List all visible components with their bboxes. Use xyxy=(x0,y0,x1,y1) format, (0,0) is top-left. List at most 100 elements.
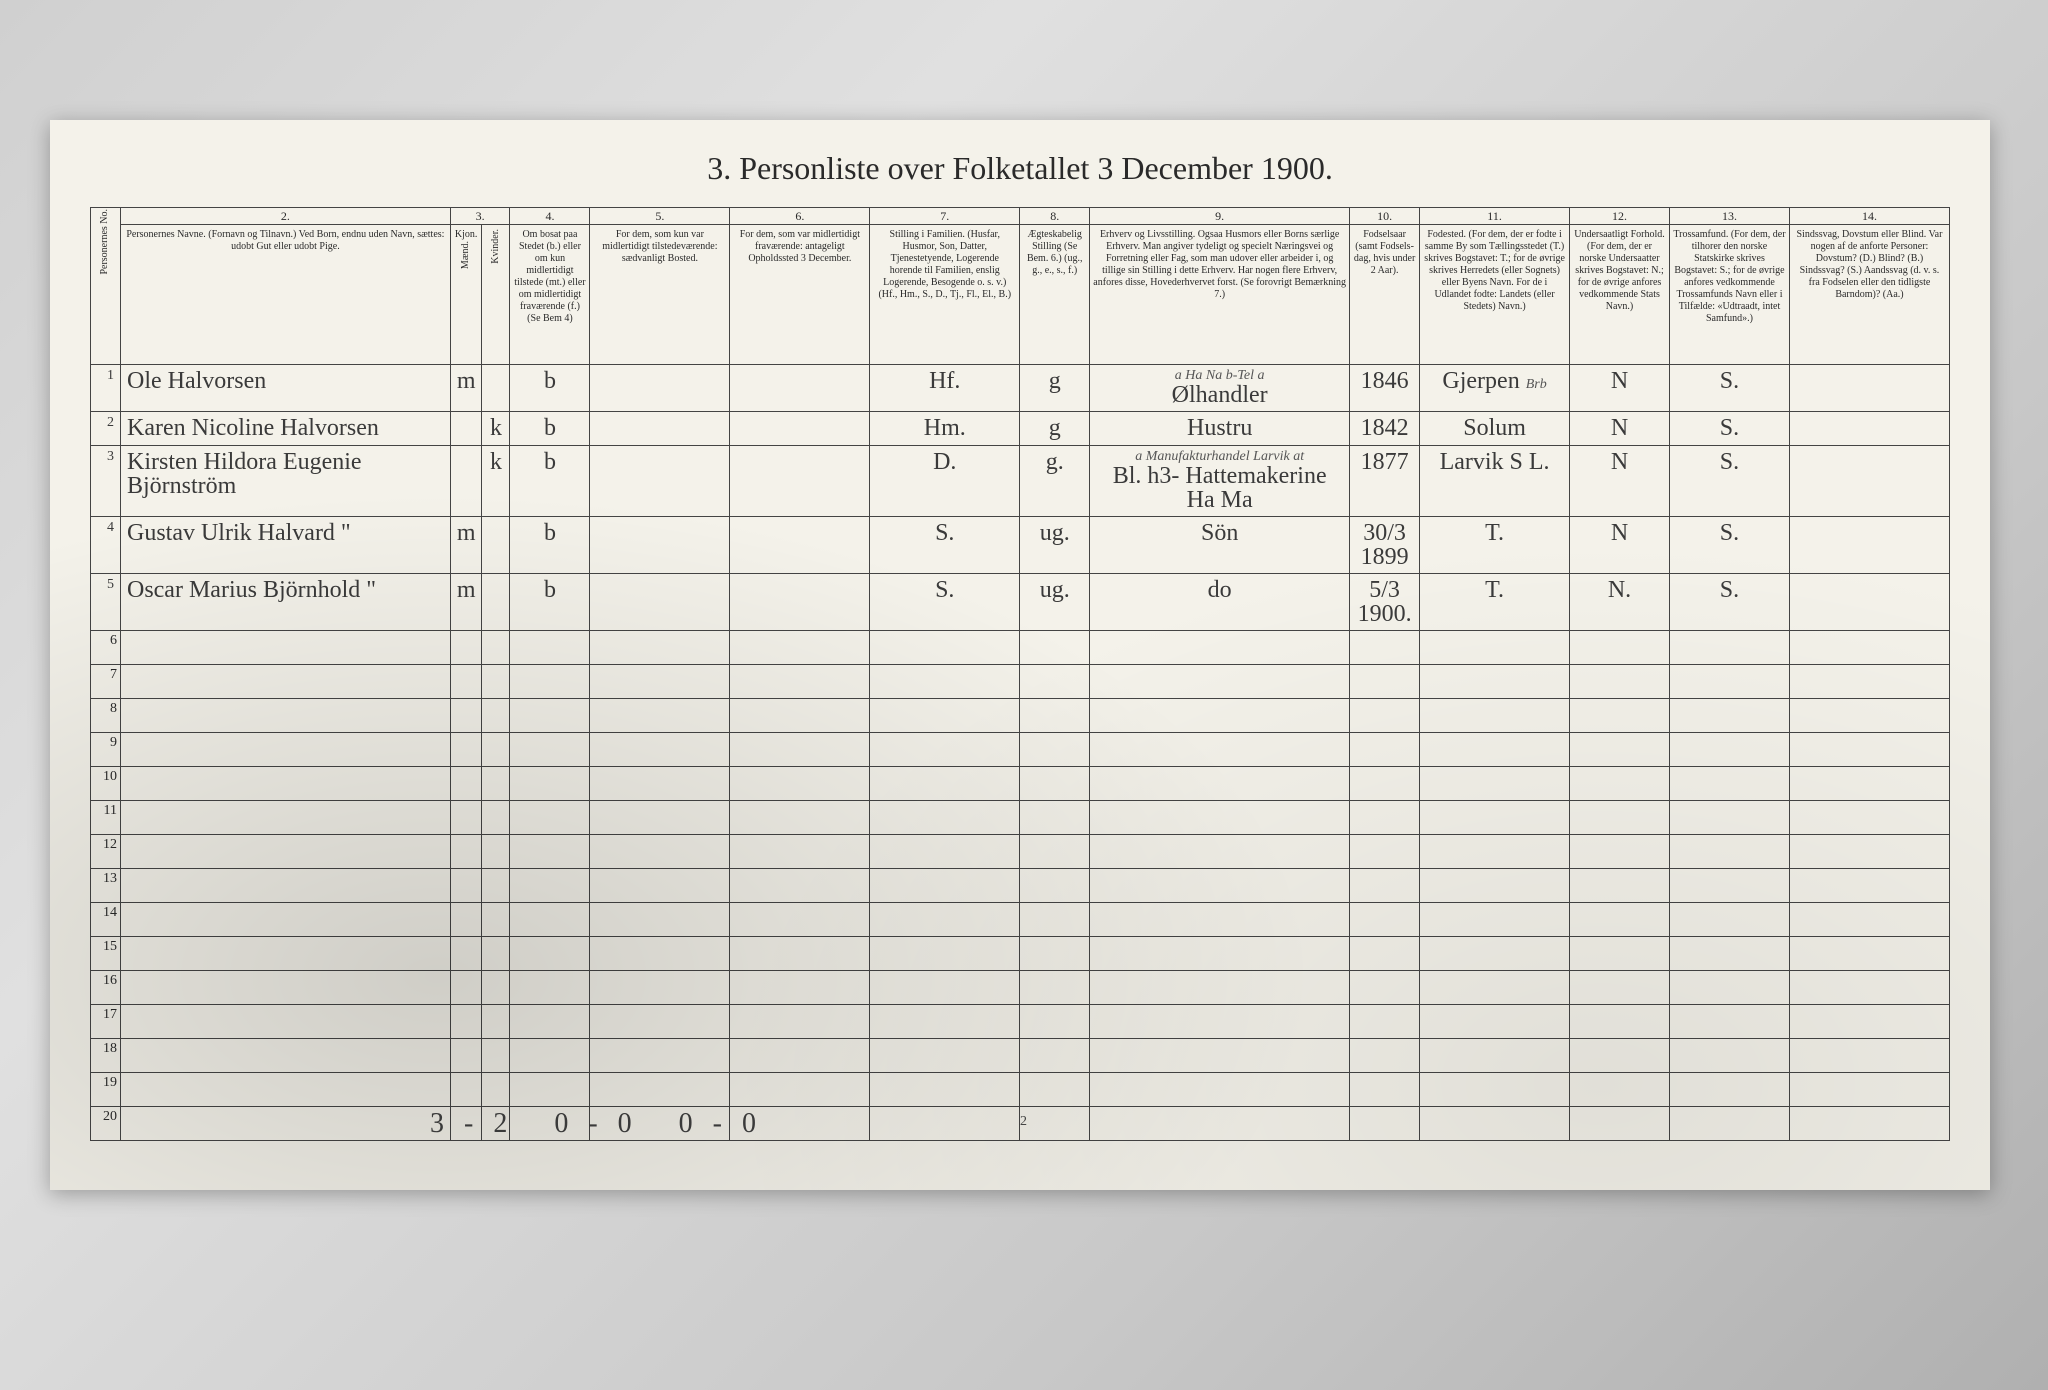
cell-disability xyxy=(1789,517,1949,574)
col-num-10: 10. xyxy=(1350,208,1420,225)
cell-marital: ug. xyxy=(1020,517,1090,574)
cell-row-num: 13 xyxy=(91,869,121,903)
header-name: Personernes Navne. (Fornavn og Tilnavn.)… xyxy=(120,225,450,365)
cell-marital: g. xyxy=(1020,446,1090,517)
cell-name: Oscar Marius Björnhold " xyxy=(120,574,450,631)
table-row-empty: 9 xyxy=(91,733,1950,767)
cell-temp-present xyxy=(590,412,730,446)
cell-row-num: 14 xyxy=(91,903,121,937)
census-table: Personernes No. 2. 3. 4. 5. 6. 7. 8. 9. … xyxy=(90,207,1950,1141)
cell-row-num: 17 xyxy=(91,1005,121,1039)
cell-marital: g xyxy=(1020,412,1090,446)
table-row-empty: 19 xyxy=(91,1073,1950,1107)
cell-birthyear: 30/3 1899 xyxy=(1350,517,1420,574)
cell-religion: S. xyxy=(1670,412,1790,446)
cell-position: S. xyxy=(870,574,1020,631)
cell-religion: S. xyxy=(1670,517,1790,574)
cell-row-num: 12 xyxy=(91,835,121,869)
cell-religion: S. xyxy=(1670,574,1790,631)
header-birthplace: Fodested. (For dem, der er fodte i samme… xyxy=(1420,225,1570,365)
cell-name: Gustav Ulrik Halvard " xyxy=(120,517,450,574)
col-num-9: 9. xyxy=(1090,208,1350,225)
header-temp-absent: For dem, som var midlertidigt fraværende… xyxy=(730,225,870,365)
col-num-7: 7. xyxy=(870,208,1020,225)
footer-handwritten-notes: 3-2 0-0 0-0 xyxy=(430,1108,776,1140)
cell-birthplace: Larvik S L. xyxy=(1420,446,1570,517)
cell-birthplace: Solum xyxy=(1420,412,1570,446)
table-row-empty: 6 xyxy=(91,631,1950,665)
table-row-empty: 7 xyxy=(91,665,1950,699)
cell-sex-m: m xyxy=(450,517,482,574)
cell-birthyear: 5/3 1900. xyxy=(1350,574,1420,631)
table-row-empty: 12 xyxy=(91,835,1950,869)
header-religion: Trossamfund. (For dem, der tilhorer den … xyxy=(1670,225,1790,365)
cell-birthyear: 1877 xyxy=(1350,446,1420,517)
cell-religion: S. xyxy=(1670,365,1790,412)
cell-sex-k xyxy=(482,517,510,574)
table-row-empty: 10 xyxy=(91,767,1950,801)
col-num-8: 8. xyxy=(1020,208,1090,225)
cell-temp-absent xyxy=(730,412,870,446)
table-row: 1 Ole Halvorsen m b Hf. g a Ha Na b-Tel … xyxy=(91,365,1950,412)
cell-sex-m xyxy=(450,446,482,517)
header-sex-k: Kvinder. xyxy=(482,225,510,365)
table-row-empty: 15 xyxy=(91,937,1950,971)
table-row-empty: 13 xyxy=(91,869,1950,903)
cell-position: Hf. xyxy=(870,365,1020,412)
cell-row-num: 16 xyxy=(91,971,121,1005)
cell-sex-m: m xyxy=(450,365,482,412)
cell-marital: ug. xyxy=(1020,574,1090,631)
cell-row-num: 7 xyxy=(91,665,121,699)
cell-occupation: Hustru xyxy=(1090,412,1350,446)
header-resident: Om bosat paa Stedet (b.) eller om kun mi… xyxy=(510,225,590,365)
document-title: 3. Personliste over Folketallet 3 Decemb… xyxy=(50,120,1990,207)
header-temp-present: For dem, som kun var midlertidigt tilste… xyxy=(590,225,730,365)
cell-disability xyxy=(1789,412,1949,446)
col-num-14: 14. xyxy=(1789,208,1949,225)
cell-row-num: 11 xyxy=(91,801,121,835)
header-row-number: Personernes No. xyxy=(91,208,121,365)
cell-nationality: N xyxy=(1570,446,1670,517)
col-num-3: 3. xyxy=(450,208,510,225)
cell-name: Ole Halvorsen xyxy=(120,365,450,412)
cell-row-num: 18 xyxy=(91,1039,121,1073)
cell-occupation: do xyxy=(1090,574,1350,631)
cell-marital: g xyxy=(1020,365,1090,412)
cell-religion: S. xyxy=(1670,446,1790,517)
cell-row-num: 3 xyxy=(91,446,121,517)
cell-temp-absent xyxy=(730,365,870,412)
cell-temp-present xyxy=(590,574,730,631)
table-row: 4 Gustav Ulrik Halvard " m b S. ug. Sön … xyxy=(91,517,1950,574)
cell-occupation: Sön xyxy=(1090,517,1350,574)
header-nationality: Undersaatligt Forhold. (For dem, der er … xyxy=(1570,225,1670,365)
table-row-empty: 17 xyxy=(91,1005,1950,1039)
cell-sex-k: k xyxy=(482,446,510,517)
cell-resident: b xyxy=(510,365,590,412)
cell-row-num: 19 xyxy=(91,1073,121,1107)
cell-birthplace: T. xyxy=(1420,517,1570,574)
cell-name: Kirsten Hildora Eugenie Björnström xyxy=(120,446,450,517)
cell-disability xyxy=(1789,365,1949,412)
cell-position: S. xyxy=(870,517,1020,574)
cell-sex-k: k xyxy=(482,412,510,446)
table-row-empty: 14 xyxy=(91,903,1950,937)
cell-nationality: N xyxy=(1570,365,1670,412)
cell-occupation: a Manufakturhandel Larvik atBl. h3- Hatt… xyxy=(1090,446,1350,517)
cell-sex-m: m xyxy=(450,574,482,631)
cell-row-num: 20 xyxy=(91,1107,121,1141)
cell-row-num: 10 xyxy=(91,767,121,801)
cell-birthyear: 1842 xyxy=(1350,412,1420,446)
col-num-4: 4. xyxy=(510,208,590,225)
col-num-12: 12. xyxy=(1570,208,1670,225)
cell-disability xyxy=(1789,574,1949,631)
col-num-13: 13. xyxy=(1670,208,1790,225)
col-num-5: 5. xyxy=(590,208,730,225)
cell-occupation: a Ha Na b-Tel aØlhandler xyxy=(1090,365,1350,412)
cell-birthplace: Gjerpen Brb xyxy=(1420,365,1570,412)
header-disability: Sindssvag, Dovstum eller Blind. Var noge… xyxy=(1789,225,1949,365)
cell-resident: b xyxy=(510,446,590,517)
page-number: 2 xyxy=(1020,1114,1027,1130)
cell-temp-absent xyxy=(730,446,870,517)
table-row: 2 Karen Nicoline Halvorsen k b Hm. g Hus… xyxy=(91,412,1950,446)
column-number-row: Personernes No. 2. 3. 4. 5. 6. 7. 8. 9. … xyxy=(91,208,1950,225)
